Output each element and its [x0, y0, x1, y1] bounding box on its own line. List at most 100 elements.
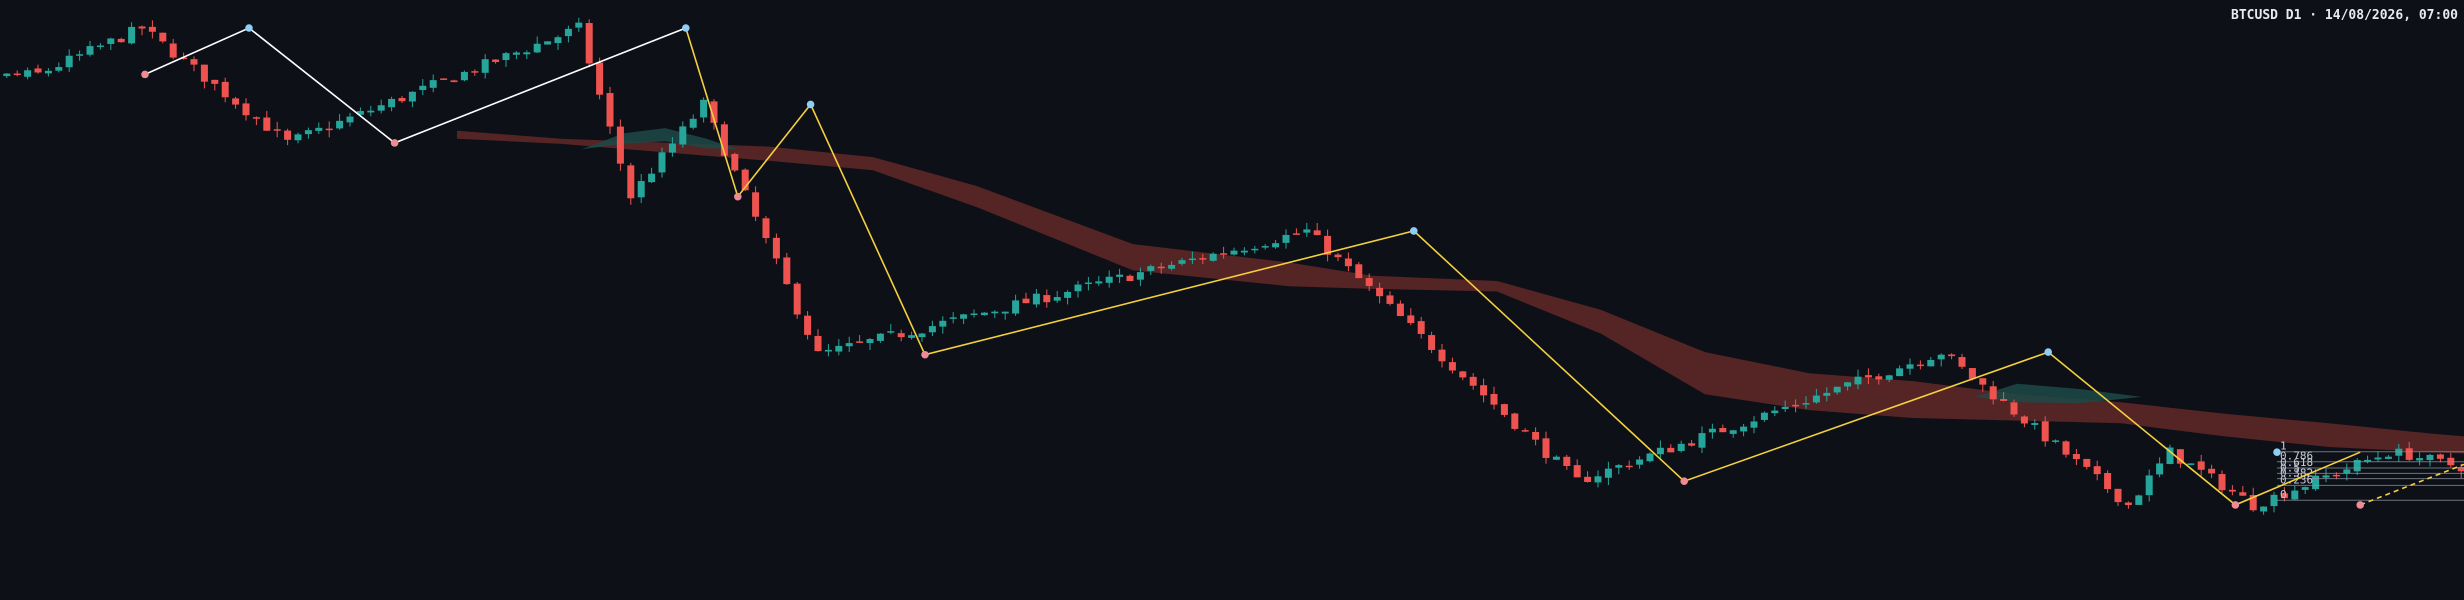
candle-body [492, 59, 500, 63]
candle-body [752, 192, 760, 217]
candle-body [1012, 300, 1020, 314]
candle-body [1615, 465, 1623, 468]
candle-body [1386, 295, 1394, 304]
candle-body [908, 335, 916, 338]
candle-body [1459, 371, 1467, 378]
candle-body [1698, 433, 1706, 448]
candle-body [1251, 248, 1259, 251]
candle-body [65, 55, 73, 68]
candle-body [1188, 258, 1196, 261]
candle-body [55, 67, 63, 71]
candle-body [845, 343, 853, 347]
candle-body [2176, 449, 2184, 464]
candle-body [648, 173, 656, 183]
candle-body [1812, 395, 1820, 403]
candle-body [1719, 428, 1727, 433]
candle-body [814, 335, 822, 352]
candle-body [1906, 364, 1914, 369]
candle-body [1303, 229, 1311, 233]
candle-body [554, 37, 562, 44]
candle-body [398, 98, 406, 102]
candle-body [2374, 457, 2382, 460]
candle-body [200, 64, 208, 82]
candle-body [96, 45, 104, 48]
candle-body [1376, 287, 1384, 297]
candle-body [1043, 295, 1051, 303]
candle-body [1573, 465, 1581, 478]
candle-body [970, 313, 978, 316]
candle-body [1074, 284, 1082, 292]
candle-body [1282, 234, 1290, 243]
candle-body [1844, 382, 1852, 387]
candle-body [1636, 459, 1644, 465]
candle-body [918, 333, 926, 338]
candle-body [1313, 230, 1321, 236]
candle-body [2093, 466, 2101, 475]
candle-body [949, 317, 957, 319]
candle-body [2197, 461, 2205, 470]
candle-body [2249, 495, 2257, 511]
candle-body [2426, 454, 2434, 461]
candle-body [1396, 303, 1404, 317]
candle-body [772, 237, 780, 259]
candle-body [1344, 258, 1352, 267]
candle-body [887, 331, 895, 333]
candle-body [211, 79, 219, 84]
candle-body [523, 52, 531, 55]
candle-body [2332, 474, 2340, 477]
candle-body [2114, 488, 2122, 503]
candle-body [388, 98, 396, 108]
candle-body [1781, 406, 1789, 409]
candle-body [1563, 456, 1571, 466]
fib-level-label: 0.618 [2280, 456, 2313, 469]
candle-body [325, 128, 333, 131]
candle-body [1240, 250, 1248, 253]
candle-body [1584, 476, 1592, 483]
candle-body [835, 345, 843, 352]
candle-body [1469, 376, 1477, 386]
candle-body [2436, 454, 2444, 459]
candle-body [440, 78, 448, 80]
candle-body [1989, 386, 1997, 400]
candle-body [2239, 492, 2247, 496]
candle-body [273, 129, 281, 131]
candle-body [169, 43, 177, 58]
candle-body [700, 99, 708, 118]
candle-body [1334, 254, 1342, 258]
candle-body [2395, 448, 2403, 456]
candle-body [1126, 275, 1134, 281]
candle-body [1823, 392, 1831, 396]
candle-body [1105, 276, 1113, 283]
candle-body [1261, 246, 1269, 248]
candle-body [2208, 468, 2216, 474]
candle-body [1292, 233, 1300, 235]
pivot-high-marker [682, 24, 690, 32]
candle-body [2301, 487, 2309, 490]
candle-body [159, 32, 167, 42]
candle-body [1646, 453, 1654, 462]
candle-body [1355, 264, 1363, 279]
cloud-band-bullish [1975, 383, 2142, 404]
candle-body [1740, 426, 1748, 432]
candle-body [294, 134, 302, 141]
candle-body [1001, 311, 1009, 314]
candle-body [856, 341, 864, 343]
candle-body [1979, 378, 1987, 385]
candle-body [980, 312, 988, 316]
candle-body [1833, 386, 1841, 393]
candle-body [2166, 447, 2174, 464]
candle-body [710, 101, 718, 123]
candle-body [107, 38, 115, 44]
candle-body [1625, 465, 1633, 468]
chart-title: BTCUSD D1 · 14/08/2026, 07:00 [2231, 8, 2458, 23]
candle-body [1729, 430, 1737, 434]
candle-body [346, 116, 354, 123]
fib-level-label: 1 [2280, 440, 2287, 453]
candle-body [138, 26, 146, 29]
candle-body [2187, 463, 2195, 465]
pivot-low-marker [141, 70, 149, 79]
candle-body [252, 117, 260, 119]
candle-body [1448, 362, 1456, 371]
